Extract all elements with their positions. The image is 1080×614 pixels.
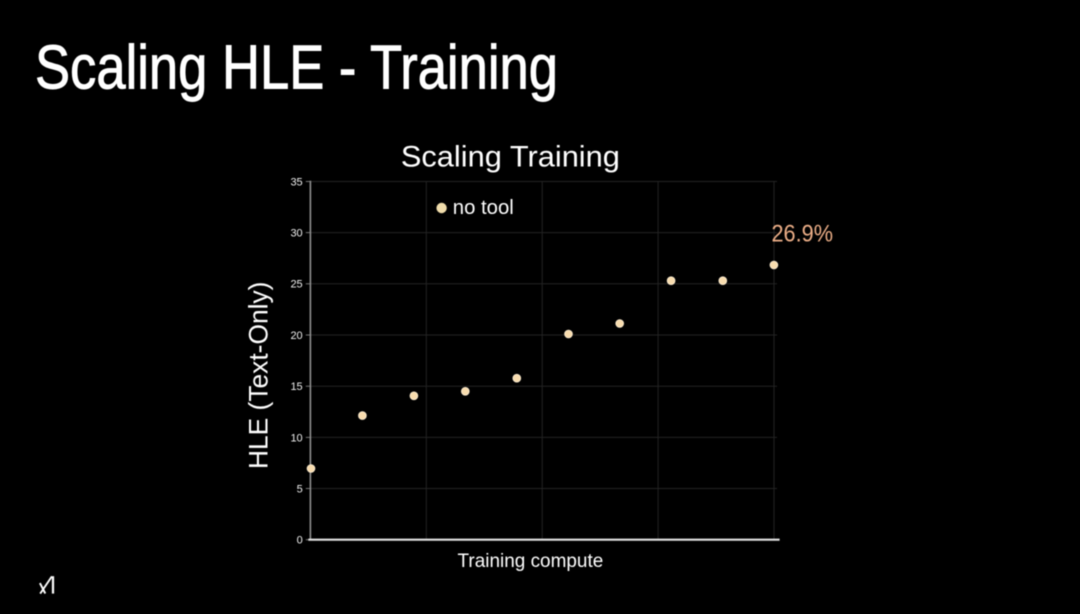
svg-text:5: 5	[297, 483, 303, 495]
svg-text:Scaling HLE - Training: Scaling HLE - Training	[35, 33, 558, 102]
svg-text:0: 0	[297, 535, 303, 547]
svg-text:10: 10	[290, 432, 302, 444]
svg-text:30: 30	[290, 228, 302, 240]
svg-text:15: 15	[290, 381, 302, 393]
svg-text:no tool: no tool	[453, 197, 514, 219]
svg-text:Training compute: Training compute	[458, 550, 604, 572]
svg-text:26.9%: 26.9%	[772, 221, 834, 248]
svg-text:35: 35	[290, 176, 302, 188]
svg-text:HLE (Text-Only): HLE (Text-Only)	[244, 282, 274, 470]
svg-text:25: 25	[290, 279, 302, 291]
svg-text:Scaling Training: Scaling Training	[401, 140, 620, 173]
svg-text:20: 20	[290, 330, 302, 342]
